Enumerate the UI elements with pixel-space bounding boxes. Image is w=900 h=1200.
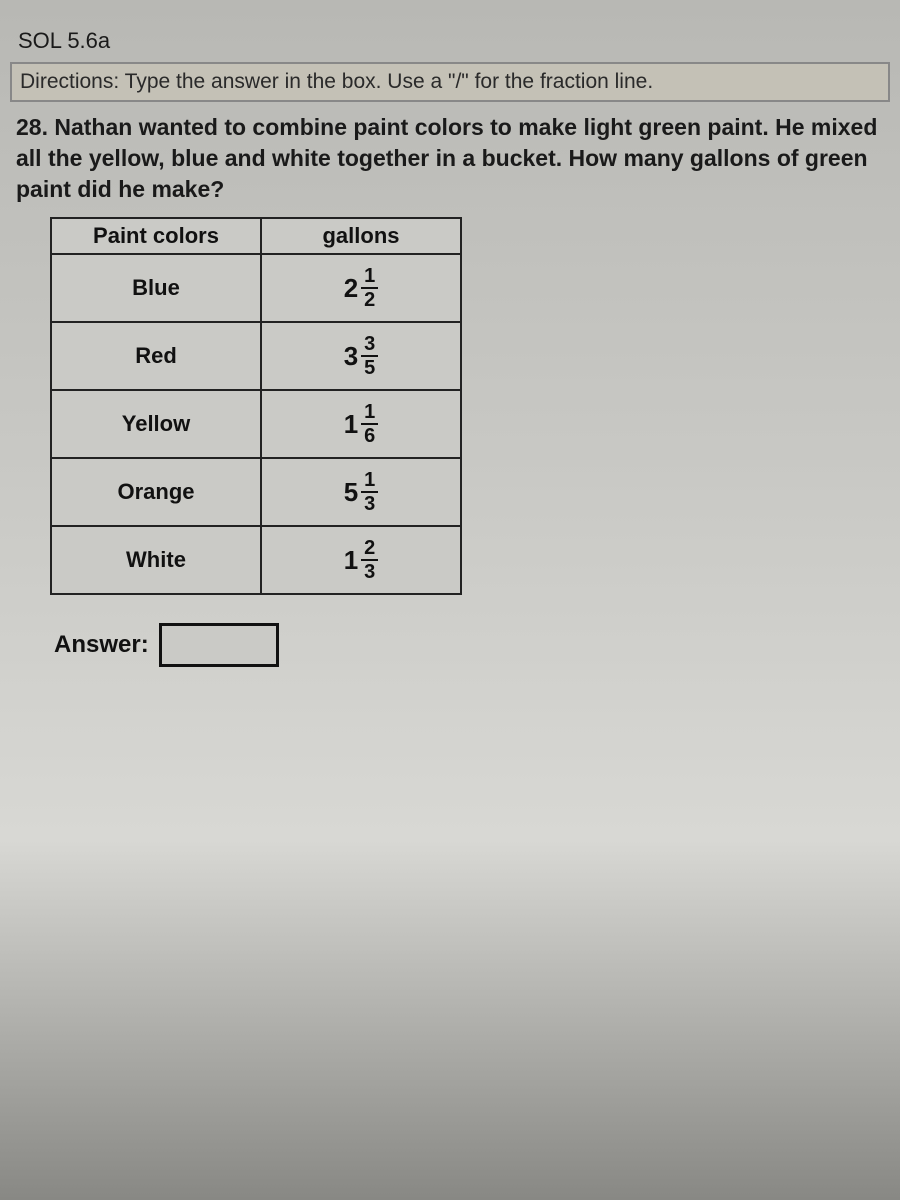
question-text: 28. Nathan wanted to combine paint color…	[10, 108, 890, 217]
color-cell-orange: Orange	[51, 458, 261, 526]
whole-number: 1	[344, 545, 358, 576]
table-row: Blue 2 1 2	[51, 254, 461, 322]
header-gallons: gallons	[261, 218, 461, 254]
fraction-denominator: 5	[361, 355, 378, 378]
gallon-cell-blue: 2 1 2	[261, 254, 461, 322]
table-row: Red 3 3 5	[51, 322, 461, 390]
whole-number: 5	[344, 477, 358, 508]
fraction-denominator: 3	[361, 559, 378, 582]
sol-label: SOL 5.6a	[10, 20, 890, 62]
gallon-cell-orange: 5 1 3	[261, 458, 461, 526]
color-cell-white: White	[51, 526, 261, 594]
color-cell-yellow: Yellow	[51, 390, 261, 458]
header-paint-colors: Paint colors	[51, 218, 261, 254]
directions-bar: Directions: Type the answer in the box. …	[10, 62, 890, 102]
gallon-cell-white: 1 2 3	[261, 526, 461, 594]
fraction-denominator: 3	[361, 491, 378, 514]
answer-label: Answer:	[54, 631, 149, 659]
table-row: Yellow 1 1 6	[51, 390, 461, 458]
color-cell-blue: Blue	[51, 254, 261, 322]
whole-number: 3	[344, 341, 358, 372]
gallon-cell-red: 3 3 5	[261, 322, 461, 390]
answer-input[interactable]	[159, 623, 279, 667]
whole-number: 2	[344, 273, 358, 304]
fraction-denominator: 2	[361, 287, 378, 310]
fraction-numerator: 1	[361, 266, 378, 287]
table-row: White 1 2 3	[51, 526, 461, 594]
table-row: Orange 5 1 3	[51, 458, 461, 526]
color-cell-red: Red	[51, 322, 261, 390]
table-header-row: Paint colors gallons	[51, 218, 461, 254]
gallon-cell-yellow: 1 1 6	[261, 390, 461, 458]
fraction-numerator: 1	[361, 470, 378, 491]
fraction-numerator: 2	[361, 538, 378, 559]
fraction-numerator: 1	[361, 402, 378, 423]
fraction-denominator: 6	[361, 423, 378, 446]
fraction-numerator: 3	[361, 334, 378, 355]
answer-row: Answer:	[10, 595, 890, 667]
paint-table: Paint colors gallons Blue 2 1 2 Red 3	[50, 217, 462, 595]
whole-number: 1	[344, 409, 358, 440]
